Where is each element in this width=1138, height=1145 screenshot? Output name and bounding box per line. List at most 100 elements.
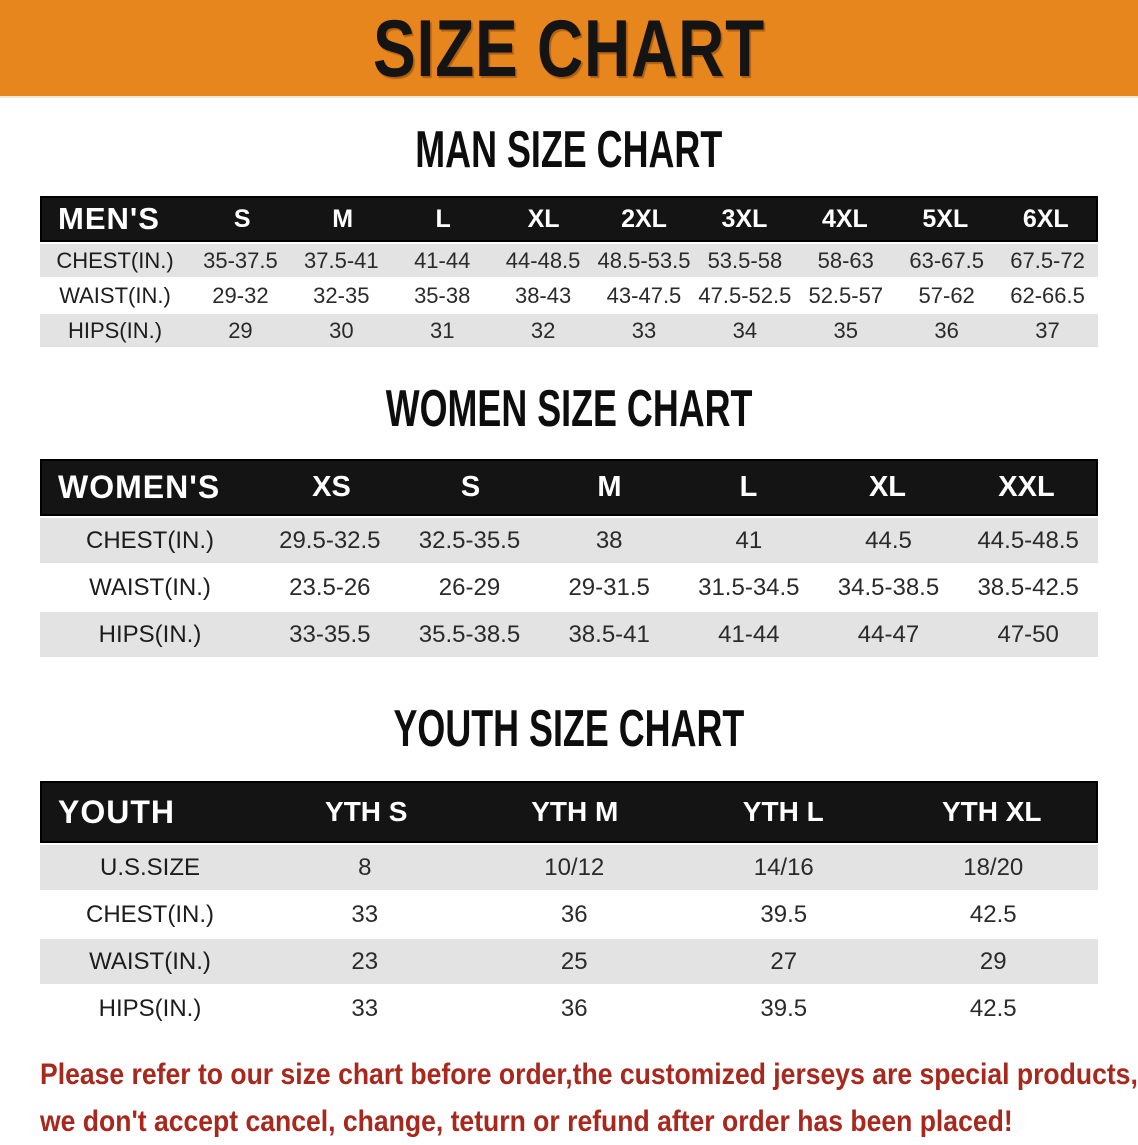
men-column-header: L <box>435 204 451 233</box>
women-cell-value: 38.5-41 <box>568 620 650 648</box>
women-cell-value: 47-50 <box>997 620 1059 648</box>
banner: SIZE CHART <box>0 0 1138 98</box>
women-column-header: XS <box>312 471 351 503</box>
men-section-heading-text: MAN SIZE CHART <box>415 119 723 179</box>
men-table-header-label: MEN'S <box>58 201 160 236</box>
men-row-label: WAIST(IN.) <box>59 282 171 308</box>
women-row-label: HIPS(IN.) <box>98 620 202 648</box>
men-cell-value: 47.5-52.5 <box>698 282 792 308</box>
youth-table-header-label: YOUTH <box>58 793 175 830</box>
youth-cell-value: 39.5 <box>760 900 808 928</box>
women-cell-value: 38.5-42.5 <box>977 573 1079 601</box>
women-cell-value: 32.5-35.5 <box>418 526 521 554</box>
women-cell-value: 44.5-48.5 <box>977 526 1079 554</box>
men-cell-value: 57-62 <box>918 282 975 308</box>
men-cell-value: 58-63 <box>817 247 874 273</box>
men-cell-value: 53.5-58 <box>707 247 783 273</box>
men-column-header: 3XL <box>721 204 768 233</box>
men-cell-value: 67.5-72 <box>1010 247 1085 273</box>
women-section-heading: WOMEN SIZE CHART <box>0 378 1138 438</box>
disclaimer: Please refer to our size chart before or… <box>40 1051 1138 1145</box>
men-section-heading: MAN SIZE CHART <box>0 119 1138 179</box>
youth-section-heading: YOUTH SIZE CHART <box>0 698 1138 758</box>
men-table-row: WAIST(IN.) 29-32 32-35 35-38 38-43 43-47.5 47.… <box>40 279 1098 312</box>
men-cell-value: 29 <box>228 317 253 343</box>
youth-table-header-row: YOUTH YTH S YTH M YTH L YTH XL <box>40 781 1098 843</box>
men-cell-value: 43-47.5 <box>606 282 682 308</box>
men-cell-value: 35 <box>833 317 859 343</box>
men-cell-value: 37.5-41 <box>304 247 379 273</box>
youth-cell-value: 33 <box>351 994 379 1022</box>
youth-cell-value: 33 <box>351 900 379 928</box>
men-row-label: HIPS(IN.) <box>67 317 163 343</box>
men-cell-value: 30 <box>329 317 354 343</box>
women-column-header: S <box>460 471 481 503</box>
youth-table-row: HIPS(IN.) 33 36 39.5 42.5 <box>40 986 1098 1031</box>
men-column-header: XL <box>527 204 560 233</box>
youth-size-table: YOUTH YTH S YTH M YTH L YTH XL U.S.SIZE 8 10/12… <box>40 781 1098 1031</box>
women-size-section: WOMEN SIZE CHART WOMEN'S XS S M L XL XXL CHEST(I… <box>0 378 1138 657</box>
men-cell-value: 48.5-53.5 <box>597 247 691 273</box>
women-cell-value: 35.5-38.5 <box>418 620 521 648</box>
men-cell-value: 31 <box>429 317 455 343</box>
women-section-heading-text: WOMEN SIZE CHART <box>385 378 753 438</box>
men-table-row: HIPS(IN.) 29 30 31 32 33 34 35 36 37 <box>40 314 1098 347</box>
men-cell-value: 32 <box>530 317 556 343</box>
youth-row-label: WAIST(IN.) <box>89 947 211 975</box>
women-table-row: WAIST(IN.) 23.5-26 26-29 29-31.5 31.5-34.5 34… <box>40 565 1098 610</box>
men-size-section: MAN SIZE CHART MEN'S S M L XL 2XL 3XL 4XL 5XL 6XL C… <box>0 119 1138 347</box>
women-row-label: CHEST(IN.) <box>86 526 214 554</box>
men-cell-value: 35-38 <box>414 282 471 308</box>
women-column-header: XXL <box>998 471 1055 503</box>
youth-column-header: YTH L <box>742 796 824 827</box>
men-column-header: 2XL <box>621 204 667 233</box>
youth-cell-value: 42.5 <box>969 994 1017 1022</box>
men-table-header-row: MEN'S S M L XL 2XL 3XL 4XL 5XL 6XL <box>40 196 1098 242</box>
women-cell-value: 29.5-32.5 <box>279 526 381 554</box>
youth-cell-value: 29 <box>979 947 1007 975</box>
women-table-header-label: WOMEN'S <box>58 469 221 505</box>
youth-cell-value: 36 <box>560 994 588 1022</box>
women-row-label: WAIST(IN.) <box>89 573 211 601</box>
women-table-row: CHEST(IN.) 29.5-32.5 32.5-35.5 38 41 44.5 44.5… <box>40 518 1098 563</box>
women-column-header: M <box>597 471 622 503</box>
men-table-row: CHEST(IN.) 35-37.5 37.5-41 41-44 44-48.5 48.5… <box>40 244 1098 277</box>
women-cell-value: 23.5-26 <box>289 573 371 601</box>
youth-row-label: HIPS(IN.) <box>98 994 202 1022</box>
size-chart-sections: MAN SIZE CHART MEN'S S M L XL 2XL 3XL 4XL 5XL 6XL C… <box>0 119 1138 1031</box>
women-column-header: L <box>739 471 758 503</box>
youth-size-section: YOUTH SIZE CHART YOUTH YTH S YTH M YTH L YTH … <box>0 698 1138 1031</box>
youth-cell-value: 18/20 <box>963 853 1024 881</box>
women-table-header-row: WOMEN'S XS S M L XL XXL <box>40 459 1098 516</box>
men-column-header: S <box>233 204 251 233</box>
men-cell-value: 63-67.5 <box>909 247 984 273</box>
disclaimer-line-2: we don't accept cancel, change, teturn o… <box>40 1105 1013 1138</box>
men-cell-value: 37 <box>1035 317 1060 343</box>
women-cell-value: 41-44 <box>718 620 780 648</box>
men-column-header: M <box>332 204 354 233</box>
youth-cell-value: 39.5 <box>760 994 808 1022</box>
men-column-header: 4XL <box>821 204 868 233</box>
men-cell-value: 38-43 <box>514 282 572 308</box>
youth-cell-value: 27 <box>770 947 798 975</box>
men-row-label: CHEST(IN.) <box>56 247 174 273</box>
youth-cell-value: 14/16 <box>753 853 814 881</box>
women-cell-value: 44.5 <box>865 526 912 554</box>
youth-cell-value: 25 <box>560 947 588 975</box>
women-cell-value: 44-47 <box>857 620 920 648</box>
women-column-header: XL <box>868 471 907 503</box>
men-cell-value: 36 <box>934 317 959 343</box>
youth-row-label: U.S.SIZE <box>99 853 201 881</box>
youth-table-row: WAIST(IN.) 23 25 27 29 <box>40 939 1098 984</box>
youth-section-heading-text: YOUTH SIZE CHART <box>393 698 745 758</box>
men-cell-value: 29-32 <box>212 282 269 308</box>
men-cell-value: 35-37.5 <box>203 247 278 273</box>
youth-table-row: CHEST(IN.) 33 36 39.5 42.5 <box>40 892 1098 937</box>
banner-title: SIZE CHART <box>373 1 765 94</box>
youth-cell-value: 8 <box>358 853 372 881</box>
youth-cell-value: 42.5 <box>969 900 1017 928</box>
youth-cell-value: 36 <box>560 900 588 928</box>
men-cell-value: 33 <box>631 317 657 343</box>
youth-row-label: CHEST(IN.) <box>86 900 214 928</box>
